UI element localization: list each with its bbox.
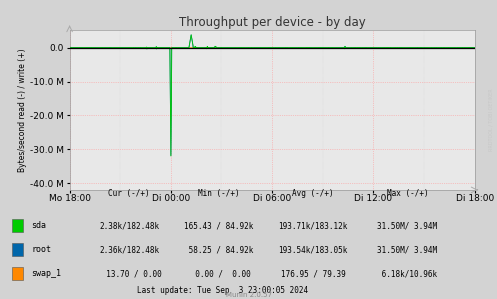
- Text: Last update: Tue Sep  3 23:00:05 2024: Last update: Tue Sep 3 23:00:05 2024: [137, 286, 308, 295]
- Text: 13.70 / 0.00: 13.70 / 0.00: [97, 269, 162, 278]
- Text: 193.54k/183.05k: 193.54k/183.05k: [278, 245, 348, 254]
- Y-axis label: Bytes/second read (-) / write (+): Bytes/second read (-) / write (+): [18, 48, 27, 172]
- Text: 58.25 / 84.92k: 58.25 / 84.92k: [184, 245, 253, 254]
- Text: 2.38k/182.48k: 2.38k/182.48k: [99, 221, 159, 230]
- Text: RRDTOOL / TOBI OETIKER: RRDTOOL / TOBI OETIKER: [489, 88, 494, 151]
- Text: 2.36k/182.48k: 2.36k/182.48k: [99, 245, 159, 254]
- Text: Munin 2.0.57: Munin 2.0.57: [226, 292, 271, 298]
- Text: 193.71k/183.12k: 193.71k/183.12k: [278, 221, 348, 230]
- Text: swap_1: swap_1: [31, 269, 61, 278]
- Text: 31.50M/ 3.94M: 31.50M/ 3.94M: [378, 245, 437, 254]
- Text: Min (-/+): Min (-/+): [198, 189, 240, 198]
- Text: sda: sda: [31, 221, 46, 230]
- Text: 31.50M/ 3.94M: 31.50M/ 3.94M: [378, 221, 437, 230]
- Text: Cur (-/+): Cur (-/+): [108, 189, 150, 198]
- Text: 6.18k/10.96k: 6.18k/10.96k: [378, 269, 437, 278]
- Title: Throughput per device - by day: Throughput per device - by day: [179, 16, 365, 29]
- Text: root: root: [31, 245, 51, 254]
- Text: Avg (-/+): Avg (-/+): [292, 189, 334, 198]
- Text: 0.00 /  0.00: 0.00 / 0.00: [186, 269, 251, 278]
- Text: 176.95 / 79.39: 176.95 / 79.39: [281, 269, 345, 278]
- Text: 165.43 / 84.92k: 165.43 / 84.92k: [184, 221, 253, 230]
- Text: Max (-/+): Max (-/+): [387, 189, 428, 198]
